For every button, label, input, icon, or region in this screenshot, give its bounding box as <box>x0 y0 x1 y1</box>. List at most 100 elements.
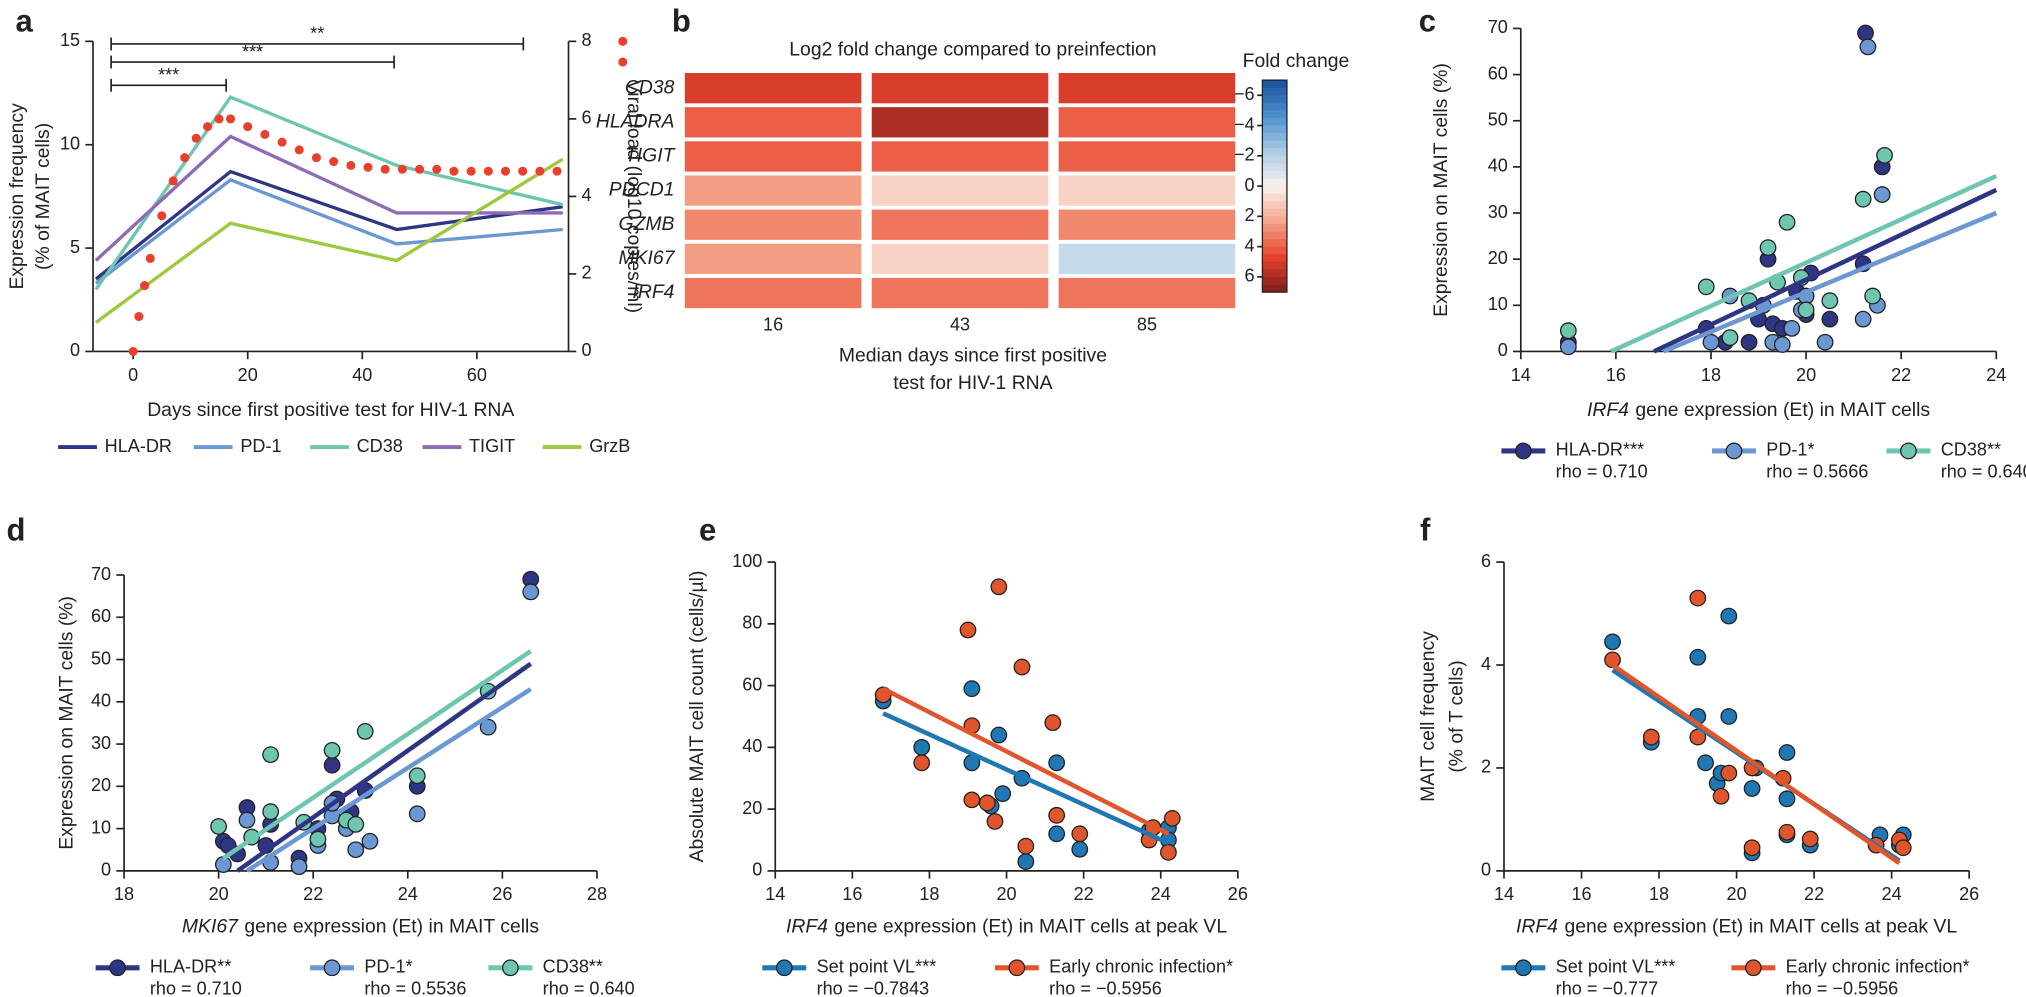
row-label: GZMB <box>619 213 675 235</box>
x-tick-label: 40 <box>352 365 372 385</box>
x-tick-label: 26 <box>1228 884 1248 904</box>
scatter-point <box>408 767 426 785</box>
legend-rho: rho = 0.640 <box>1941 462 2026 482</box>
colorbar-swatch <box>1262 80 1287 89</box>
y-tick-label: 2 <box>1481 757 1491 777</box>
column-label: 43 <box>950 314 970 334</box>
scatter-point <box>1759 239 1777 257</box>
colorbar-swatch <box>1262 201 1287 210</box>
colorbar-swatch <box>1262 231 1287 240</box>
scatter-point <box>1743 780 1761 797</box>
row-label: HLADRA <box>596 110 675 132</box>
scatter-point <box>522 583 540 601</box>
scatter-point <box>1778 744 1796 761</box>
scatter-point <box>347 815 365 833</box>
x-axis-label-gene: IRF4 <box>1587 399 1629 421</box>
heatmap-cell <box>871 175 1049 206</box>
y2-tick-label: 0 <box>581 340 591 360</box>
legend-marker <box>1725 442 1743 460</box>
viral-load-dot <box>294 145 304 155</box>
legend-rho: rho = −0.777 <box>1556 979 1659 997</box>
scatter-point <box>1801 830 1819 848</box>
scatter-point <box>1702 333 1720 351</box>
row-label: MKI67 <box>618 247 675 269</box>
heatmap-cell <box>1058 141 1236 172</box>
heatmap-cell <box>1058 73 1236 104</box>
viral-load-dot <box>128 346 138 356</box>
x-tick-label: 24 <box>1151 884 1171 904</box>
viral-load-dot <box>466 166 476 176</box>
viral-load-dot <box>225 114 236 124</box>
y-tick-label: 50 <box>1488 110 1508 130</box>
y-axis-label: (% of MAIT cells) <box>32 123 54 270</box>
series-line <box>94 169 564 281</box>
scatter-point <box>913 738 931 756</box>
row-label: PDCD1 <box>609 179 675 201</box>
y-tick-label: 100 <box>732 551 762 571</box>
x-axis-label: Median days since first positive <box>839 345 1107 367</box>
colorbar-swatch <box>1262 102 1287 112</box>
series-line <box>94 177 563 285</box>
panel-letter: a <box>16 3 34 38</box>
viral-load-dot <box>363 162 373 172</box>
viral-load-dot <box>214 114 224 124</box>
scatter-point <box>978 794 996 812</box>
row-label: TIGIT <box>625 145 676 167</box>
x-tick-label: 22 <box>303 884 323 904</box>
scatter-point <box>1642 728 1660 746</box>
y-tick-label: 60 <box>1488 63 1508 83</box>
regression-line <box>882 711 1170 846</box>
heatmap-cell <box>871 141 1049 172</box>
x-tick-label: 20 <box>209 884 229 904</box>
viral-load-dot <box>145 253 155 263</box>
x-axis-label: Days since first positive test for HIV-1… <box>147 399 514 421</box>
x-axis-label-text: gene expression (Et) in MAIT cells <box>244 916 539 938</box>
y-axis-label: Absolute MAIT cell count (cells/µl) <box>686 571 708 863</box>
y-axis-label: MAIT cell frequency <box>1417 631 1439 802</box>
x-tick-label: 20 <box>1727 884 1747 904</box>
x-tick-label: 26 <box>1959 884 1979 904</box>
scatter-point <box>1797 301 1815 319</box>
colorbar-swatch <box>1262 95 1287 104</box>
scatter-point <box>214 856 232 873</box>
legend-rho: rho = −0.5956 <box>1786 979 1899 997</box>
x-tick-label: 18 <box>919 884 939 904</box>
y-tick-label: 50 <box>91 648 111 668</box>
x-axis-label-text: gene expression (Et) in MAIT cells <box>1635 399 1930 421</box>
x-tick-label: 16 <box>1571 884 1591 904</box>
y-tick-label: 80 <box>742 613 762 633</box>
x-axis-label: MKI67 gene expression (Et) in MAIT cells <box>182 916 539 938</box>
y-tick-label: 10 <box>60 134 80 154</box>
panel-letter: f <box>1420 513 1431 548</box>
x-tick-label: 18 <box>1649 884 1669 904</box>
colorbar-swatch <box>1262 87 1287 96</box>
viral-load-dot <box>518 166 528 176</box>
y-tick-label: 10 <box>1488 294 1508 314</box>
heatmap-cell <box>684 209 862 240</box>
x-tick-label: 24 <box>1986 365 2006 385</box>
x-tick-label: 18 <box>1701 365 1721 385</box>
viral-load-dot <box>168 176 178 186</box>
x-axis-label-gene: MKI67 <box>182 916 239 938</box>
colorbar-swatch <box>1262 208 1287 217</box>
colorbar-tick-label: 2 <box>1245 205 1255 225</box>
y2-tick-label: 8 <box>581 30 591 50</box>
series-line <box>94 157 564 324</box>
y-tick-label: 20 <box>742 798 762 818</box>
viral-load-dot <box>191 133 201 143</box>
x-axis-label: IRF4 gene expression (Et) in MAIT cells a… <box>786 916 1227 938</box>
scatter-point <box>1048 825 1066 843</box>
panel-letter: c <box>1419 3 1436 38</box>
y-tick-label: 70 <box>1488 17 1508 37</box>
x-tick-label: 16 <box>842 884 862 904</box>
scatter-point <box>1864 287 1882 305</box>
scatter-point <box>1689 589 1707 607</box>
scatter-point <box>1773 336 1791 353</box>
scatter-point <box>262 803 280 821</box>
colorbar-swatch <box>1262 261 1287 270</box>
legend-label: CD38** <box>543 957 603 977</box>
colorbar-swatch <box>1262 254 1287 263</box>
scatter-point <box>1160 843 1177 861</box>
legend-marker <box>1008 959 1026 977</box>
scatter-point <box>1071 840 1089 858</box>
